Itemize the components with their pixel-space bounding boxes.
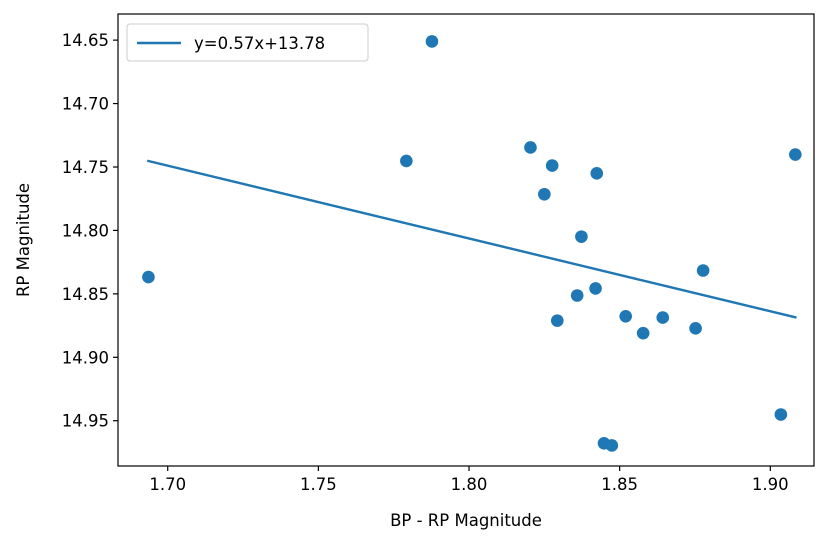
data-point	[142, 270, 155, 284]
x-tick-label: 1.90	[752, 475, 789, 494]
x-tick-label: 1.85	[601, 475, 638, 494]
fit-line-layer	[146, 159, 797, 319]
x-tick-label: 1.75	[300, 475, 337, 494]
legend: y=0.57x+13.78	[126, 23, 369, 62]
data-points-layer	[142, 35, 802, 452]
data-point	[789, 148, 802, 161]
data-point	[774, 408, 788, 421]
y-tick-label: 14.80	[62, 221, 109, 240]
x-axis-ticks: 1.70 1.75 1.80 1.85 1.90	[149, 466, 789, 494]
y-tick-label: 14.75	[62, 158, 109, 177]
data-point	[636, 326, 650, 340]
y-axis-label: RP Magnitude	[14, 183, 33, 297]
data-point	[400, 154, 413, 168]
y-tick-label: 14.95	[62, 412, 109, 431]
y-axis-ticks: 14.65 14.70 14.75 14.80 14.85 14.90 14.95	[62, 31, 118, 431]
x-tick-label: 1.70	[149, 475, 186, 494]
data-point	[656, 311, 670, 324]
y-tick-label: 14.90	[62, 348, 109, 367]
data-point	[550, 314, 564, 327]
legend-label: y=0.57x+13.78	[194, 34, 325, 53]
data-point	[570, 289, 584, 302]
data-point	[524, 141, 537, 154]
x-tick-label: 1.80	[451, 475, 488, 494]
data-point	[689, 322, 702, 335]
data-point	[575, 230, 588, 243]
data-point	[619, 310, 632, 323]
y-tick-label: 14.85	[62, 285, 109, 304]
plot-frame	[117, 13, 815, 467]
data-point	[545, 159, 559, 172]
data-point	[538, 187, 551, 201]
x-axis-label: BP - RP Magnitude	[390, 511, 542, 530]
data-point	[605, 439, 619, 452]
y-tick-label: 14.65	[62, 31, 109, 50]
data-point	[696, 264, 710, 277]
data-point	[590, 167, 604, 180]
fit-line	[146, 159, 797, 319]
data-point	[425, 35, 439, 48]
legend-box	[126, 23, 369, 62]
y-tick-label: 14.70	[62, 95, 109, 114]
data-point	[589, 282, 602, 295]
